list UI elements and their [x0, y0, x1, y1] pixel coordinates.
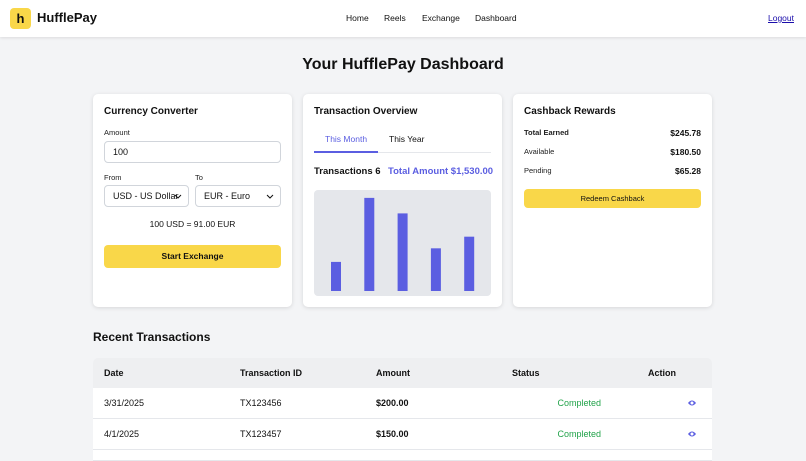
- eye-pupil: [690, 432, 694, 436]
- tab[interactable]: This Month: [325, 134, 368, 144]
- cashback-label: Total Earned: [524, 128, 569, 137]
- total: Total Amount $1,530.00: [388, 166, 493, 177]
- converter-card: Currency Converter Amount 100 From To US…: [93, 94, 292, 307]
- logout[interactable]: Logout: [768, 13, 794, 23]
- section-title: Recent Transactions: [93, 330, 211, 344]
- logo[interactable]: h: [10, 8, 31, 29]
- total-value: $1,530.00: [450, 166, 494, 177]
- cashback-label: Pending: [524, 166, 552, 175]
- label: To: [195, 173, 203, 182]
- cashback-value: $180.50: [670, 147, 701, 157]
- cell: 4/1/2025: [104, 429, 140, 439]
- conversion-result: 100 USD = 91.00 EUR: [149, 219, 236, 229]
- card-title: Cashback Rewards: [524, 106, 616, 117]
- cell: TX123456: [240, 398, 282, 408]
- eye-pupil: [690, 401, 694, 405]
- label: From: [104, 173, 122, 182]
- column-header: Transaction ID: [240, 368, 303, 378]
- status: Completed: [557, 398, 601, 408]
- brand[interactable]: HufflePay: [37, 10, 97, 25]
- tab-divider: [314, 152, 491, 153]
- cell: $150.00: [376, 429, 409, 439]
- status: Completed: [557, 429, 601, 439]
- header: h HufflePay Home Reels Exchange Dashboar…: [0, 0, 806, 37]
- exchange-button[interactable]: Start Exchange: [104, 245, 281, 268]
- chevron: [174, 194, 182, 199]
- page-title: Your HufflePay Dashboard: [302, 56, 504, 73]
- count: Transactions 6: [314, 166, 381, 177]
- view-icon[interactable]: [687, 399, 697, 407]
- count-value: 6: [375, 166, 381, 177]
- chevron: [266, 194, 274, 199]
- total-label: Total Amount: [388, 166, 449, 177]
- cell: TX123457: [240, 429, 282, 439]
- table-row: [93, 450, 712, 461]
- view-icon[interactable]: [687, 430, 697, 438]
- nav-link[interactable]: Home: [346, 13, 369, 23]
- from-select[interactable]: USD - US Dollar: [104, 185, 189, 207]
- bar: [464, 236, 475, 291]
- cell: $200.00: [376, 398, 409, 408]
- overview-card: Transaction Overview This Month This Yea…: [303, 94, 502, 307]
- to-select[interactable]: EUR - Euro: [195, 185, 281, 207]
- table-row: 4/1/2025 TX123457 $150.00 Completed: [93, 419, 712, 450]
- nav-link[interactable]: Exchange: [422, 13, 460, 23]
- card-title: Transaction Overview: [314, 106, 418, 117]
- column-header: Status: [512, 368, 540, 378]
- bar: [397, 213, 408, 291]
- bar: [331, 261, 341, 291]
- table-row: 3/31/2025 TX123456 $200.00 Completed: [93, 388, 712, 419]
- cashback-value: $245.78: [670, 128, 701, 138]
- label: Amount: [104, 128, 130, 137]
- cashback-label: Available: [524, 147, 555, 156]
- amount-input[interactable]: 100: [104, 141, 281, 163]
- table-header: Date Transaction ID Amount Status Action: [93, 358, 712, 388]
- cashback-card: Cashback Rewards Redeem Cashback Total E…: [513, 94, 712, 307]
- bar: [430, 248, 441, 291]
- nav-link[interactable]: Dashboard: [475, 13, 517, 23]
- cell: 3/31/2025: [104, 398, 145, 408]
- redeem-button[interactable]: Redeem Cashback: [524, 189, 701, 208]
- tab[interactable]: This Year: [389, 134, 425, 144]
- cashback-value: $65.28: [675, 166, 701, 176]
- tab-underline: [314, 151, 378, 153]
- card-title: Currency Converter: [104, 106, 198, 117]
- bar: [364, 197, 375, 291]
- chart: [314, 190, 491, 296]
- count-label: Transactions: [314, 166, 373, 177]
- column-header: Action: [648, 368, 676, 378]
- column-header: Date: [104, 368, 124, 378]
- column-header: Amount: [376, 368, 410, 378]
- nav-link[interactable]: Reels: [384, 13, 406, 23]
